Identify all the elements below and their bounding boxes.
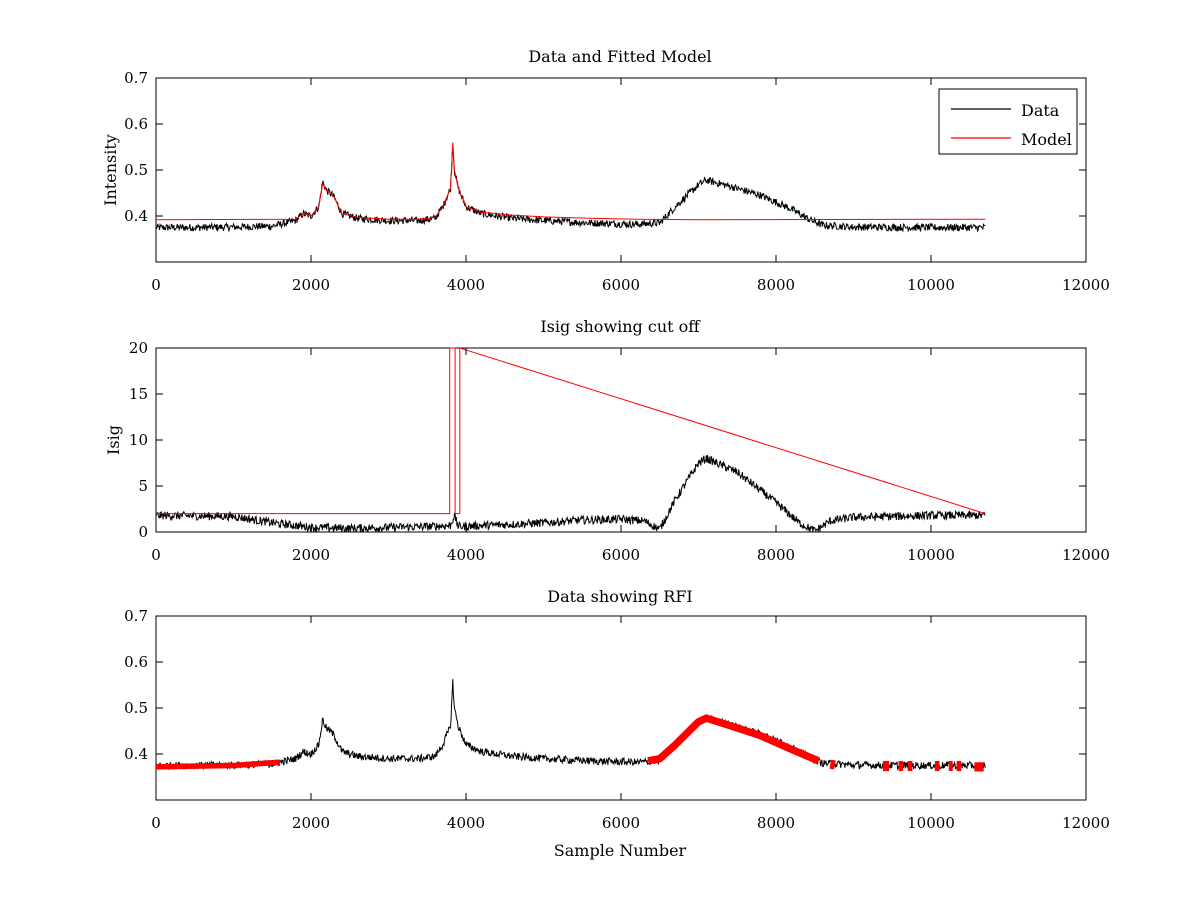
chart-title: Data and Fitted Model bbox=[528, 47, 711, 66]
y-tick-label: 20 bbox=[129, 339, 148, 357]
y-tick-label: 0.5 bbox=[124, 161, 148, 179]
x-tick-label: 10000 bbox=[907, 276, 955, 294]
legend-label-model: Model bbox=[1021, 130, 1072, 149]
x-tick-label: 4000 bbox=[447, 546, 485, 564]
x-tick-label: 6000 bbox=[602, 814, 640, 832]
y-tick-label: 0.7 bbox=[124, 607, 148, 625]
panel-data-showing-rfi: Data showing RFI 0 2000 4000 6000 8000 10000 1… bbox=[124, 587, 1110, 860]
series-layer bbox=[155, 142, 986, 233]
x-tick-label: 8000 bbox=[757, 814, 795, 832]
y-tick-label: 15 bbox=[129, 385, 148, 403]
x-tick-label: 6000 bbox=[602, 276, 640, 294]
x-tick-label: 2000 bbox=[292, 814, 330, 832]
x-tick-label: 4000 bbox=[447, 276, 485, 294]
y-tick-label: 0.5 bbox=[124, 699, 148, 717]
x-tick-label: 0 bbox=[151, 546, 161, 564]
y-axis-label: Intensity bbox=[101, 134, 120, 206]
x-tick-label: 12000 bbox=[1062, 546, 1110, 564]
y-tick-label: 0.6 bbox=[124, 653, 148, 671]
series-layer bbox=[155, 679, 986, 772]
rfi-segment-0 bbox=[155, 759, 281, 770]
series-line-0 bbox=[155, 455, 986, 533]
legend: Data Model bbox=[938, 88, 1078, 155]
y-axis-label: Isig bbox=[104, 425, 123, 455]
x-tick-label: 4000 bbox=[447, 814, 485, 832]
x-tick-label: 6000 bbox=[602, 546, 640, 564]
legend-label-data: Data bbox=[1021, 101, 1060, 120]
x-tick-label: 12000 bbox=[1062, 276, 1110, 294]
series-layer bbox=[155, 347, 986, 533]
rfi-segment-2 bbox=[829, 759, 836, 770]
panel-data-and-fitted-model: Data and Fitted Model 0 2000 4000 6000 8000 1… bbox=[101, 47, 1110, 294]
y-tick-label: 0.4 bbox=[124, 207, 148, 225]
series-line-1 bbox=[156, 347, 986, 515]
x-tick-label: 8000 bbox=[757, 276, 795, 294]
tick-layer: 0 2000 4000 6000 8000 10000 12000 0 5 10 15 20 bbox=[129, 339, 1110, 564]
plot-area bbox=[155, 615, 1087, 801]
chart-title: Isig showing cut off bbox=[540, 317, 701, 336]
x-tick-label: 2000 bbox=[292, 276, 330, 294]
x-tick-label: 12000 bbox=[1062, 814, 1110, 832]
y-tick-label: 0 bbox=[138, 523, 148, 541]
x-tick-label: 8000 bbox=[757, 546, 795, 564]
tick-layer: 0 2000 4000 6000 8000 10000 12000 0.4 0.5 0.6 0.7 bbox=[124, 607, 1110, 832]
x-tick-label: 2000 bbox=[292, 546, 330, 564]
series-line-0 bbox=[155, 679, 986, 771]
plot-area bbox=[155, 77, 1087, 263]
y-tick-label: 0.4 bbox=[124, 745, 148, 763]
x-tick-label: 10000 bbox=[907, 814, 955, 832]
panel-isig-showing-cut-off: Isig showing cut off 0 2000 4000 6000 8000 10… bbox=[104, 317, 1110, 564]
y-tick-label: 10 bbox=[129, 431, 148, 449]
series-line-model bbox=[155, 142, 986, 221]
y-tick-label: 5 bbox=[138, 477, 148, 495]
plot-area bbox=[155, 347, 1087, 533]
tick-layer: 0 2000 4000 6000 8000 10000 12000 0.4 0.5 0.6 0.7 bbox=[124, 69, 1110, 294]
chart-title: Data showing RFI bbox=[547, 587, 692, 606]
x-tick-label: 10000 bbox=[907, 546, 955, 564]
x-axis-label: Sample Number bbox=[554, 841, 687, 860]
x-tick-label: 0 bbox=[151, 814, 161, 832]
y-tick-label: 0.7 bbox=[124, 69, 148, 87]
rfi-segment-1 bbox=[647, 714, 821, 765]
series-line-data bbox=[155, 147, 986, 233]
y-tick-label: 0.6 bbox=[124, 115, 148, 133]
legend-box bbox=[938, 88, 1078, 155]
x-tick-label: 0 bbox=[151, 276, 161, 294]
